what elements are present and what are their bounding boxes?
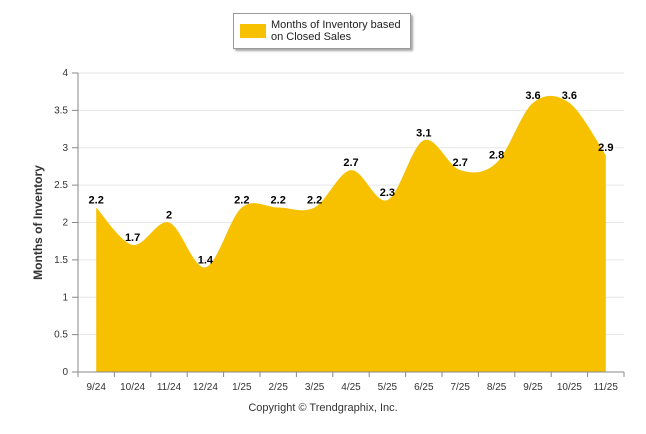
x-tick-label: 2/25 [268,382,288,393]
x-tick-label: 10/25 [557,382,582,393]
data-label: 3.6 [562,90,577,102]
y-tick-label: 2.5 [54,180,68,191]
x-tick-label: 9/24 [86,382,106,393]
data-label: 2.9 [598,142,613,154]
data-label: 3.1 [416,127,431,139]
data-label: 2.2 [271,195,286,207]
data-label: 2.2 [89,195,104,207]
x-tick-label: 12/24 [193,382,218,393]
y-tick-label: 0.5 [54,330,68,341]
legend[interactable]: Months of Inventory based on Closed Sale… [233,13,411,49]
x-tick-label: 9/25 [523,382,543,393]
x-tick-label: 10/24 [120,382,145,393]
y-tick-label: 2 [62,218,68,229]
data-label: 3.6 [525,90,540,102]
x-tick-label: 6/25 [414,382,434,393]
data-label: 2.7 [343,157,358,169]
data-label: 2.8 [489,150,504,162]
data-label: 1.7 [125,232,140,244]
y-tick-label: 1 [62,292,68,303]
area-series [96,95,606,372]
x-tick-label: 3/25 [305,382,325,393]
data-label: 1.4 [198,254,214,266]
legend-label: Months of Inventory based on Closed Sale… [271,19,401,43]
x-tick-label: 4/25 [341,382,361,393]
x-tick-label: 8/25 [487,382,507,393]
x-tick-label: 7/25 [450,382,470,393]
y-tick-label: 1.5 [54,255,68,266]
data-label: 2.2 [234,195,249,207]
data-label: 2.3 [380,187,395,199]
data-label: 2.7 [453,157,468,169]
data-label: 2.2 [307,195,322,207]
y-tick-label: 0 [62,367,68,378]
x-tick-label: 11/24 [157,382,182,393]
y-tick-label: 4 [62,68,68,79]
x-tick-label: 5/25 [378,382,398,393]
copyright-text: Copyright © Trendgraphix, Inc. [248,402,398,414]
data-label: 2 [166,210,172,222]
x-tick-label: 1/25 [232,382,252,393]
legend-swatch [240,24,266,38]
y-tick-label: 3.5 [54,105,68,116]
x-tick-label: 11/25 [594,382,619,393]
y-axis-title: Months of Inventory [31,165,45,280]
y-tick-label: 3 [62,143,68,154]
